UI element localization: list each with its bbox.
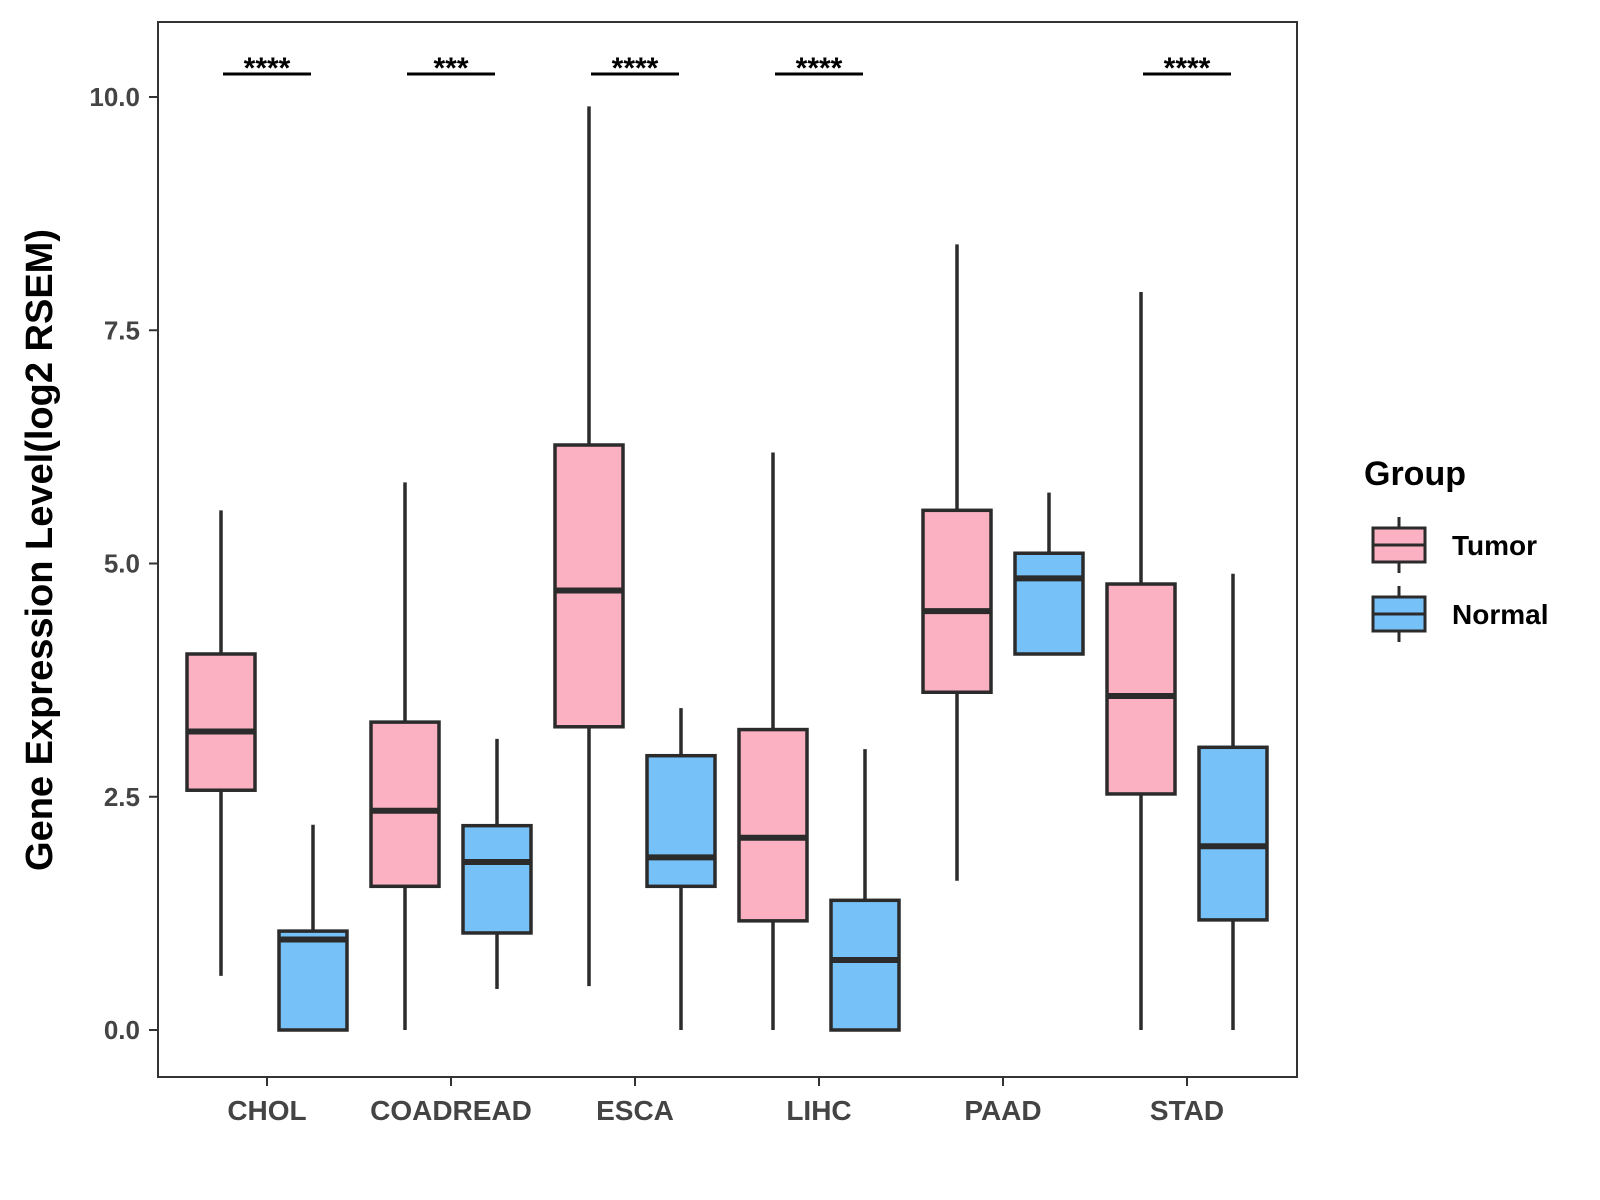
x-category-label: STAD <box>1150 1095 1224 1126</box>
legend-label-tumor: Tumor <box>1452 530 1537 561</box>
box-iqr <box>829 898 901 1032</box>
legend-key-normal <box>1371 586 1427 642</box>
x-axis: CHOL COADREAD ESCA LIHC PAAD STAD <box>227 1077 1224 1126</box>
box-tumor-coadread <box>369 482 441 1030</box>
box-tumor-stad <box>1105 291 1177 1030</box>
significance-label: *** <box>433 52 468 85</box>
box-iqr <box>1105 582 1177 796</box>
box-iqr <box>921 508 993 695</box>
y-axis: 0.0 2.5 5.0 7.5 10.0 <box>89 82 158 1045</box>
box-iqr <box>645 753 717 889</box>
significance-label: **** <box>1164 52 1211 85</box>
box-tumor-chol <box>185 510 257 976</box>
plot-panel-border <box>157 21 1298 1078</box>
y-tick-label: 5.0 <box>104 549 140 579</box>
x-category-label: LIHC <box>786 1095 851 1126</box>
x-category-label: CHOL <box>227 1095 306 1126</box>
x-category-label: ESCA <box>596 1095 674 1126</box>
legend: Group Tumor Normal <box>1364 455 1548 642</box>
y-tick-label: 0.0 <box>104 1015 140 1045</box>
significance-label: **** <box>244 52 291 85</box>
box-iqr <box>185 652 257 792</box>
y-tick-label: 10.0 <box>89 82 140 112</box>
box-tumor-esca <box>553 106 625 987</box>
box-tumor-lihc <box>737 452 809 1030</box>
legend-title: Group <box>1364 455 1466 493</box>
box-tumor-paad <box>921 244 993 881</box>
box-normal-esca <box>645 708 717 1030</box>
box-iqr <box>369 720 441 889</box>
y-tick-label: 7.5 <box>104 315 140 345</box>
legend-key-tumor <box>1371 517 1427 573</box>
box-normal-paad <box>1013 492 1085 656</box>
box-series <box>185 106 1269 1032</box>
box-normal-stad <box>1197 573 1269 1030</box>
significance-label: **** <box>612 52 659 85</box>
box-iqr <box>737 727 809 923</box>
significance-annotations: **** *** **** **** **** <box>223 52 1231 85</box>
box-iqr <box>553 443 625 729</box>
box-normal-coadread <box>461 738 533 989</box>
significance-label: **** <box>796 52 843 85</box>
box-iqr <box>1197 745 1269 922</box>
box-iqr <box>1013 551 1085 656</box>
box-normal-chol <box>277 824 349 1032</box>
y-tick-label: 2.5 <box>104 782 140 812</box>
box-iqr <box>277 929 349 1032</box>
box-iqr <box>461 823 533 935</box>
box-normal-lihc <box>829 749 901 1032</box>
legend-label-normal: Normal <box>1452 599 1548 630</box>
x-category-label: COADREAD <box>370 1095 532 1126</box>
x-category-label: PAAD <box>964 1095 1041 1126</box>
y-axis-title: Gene Expression Level(log2 RSEM) <box>19 229 61 871</box>
